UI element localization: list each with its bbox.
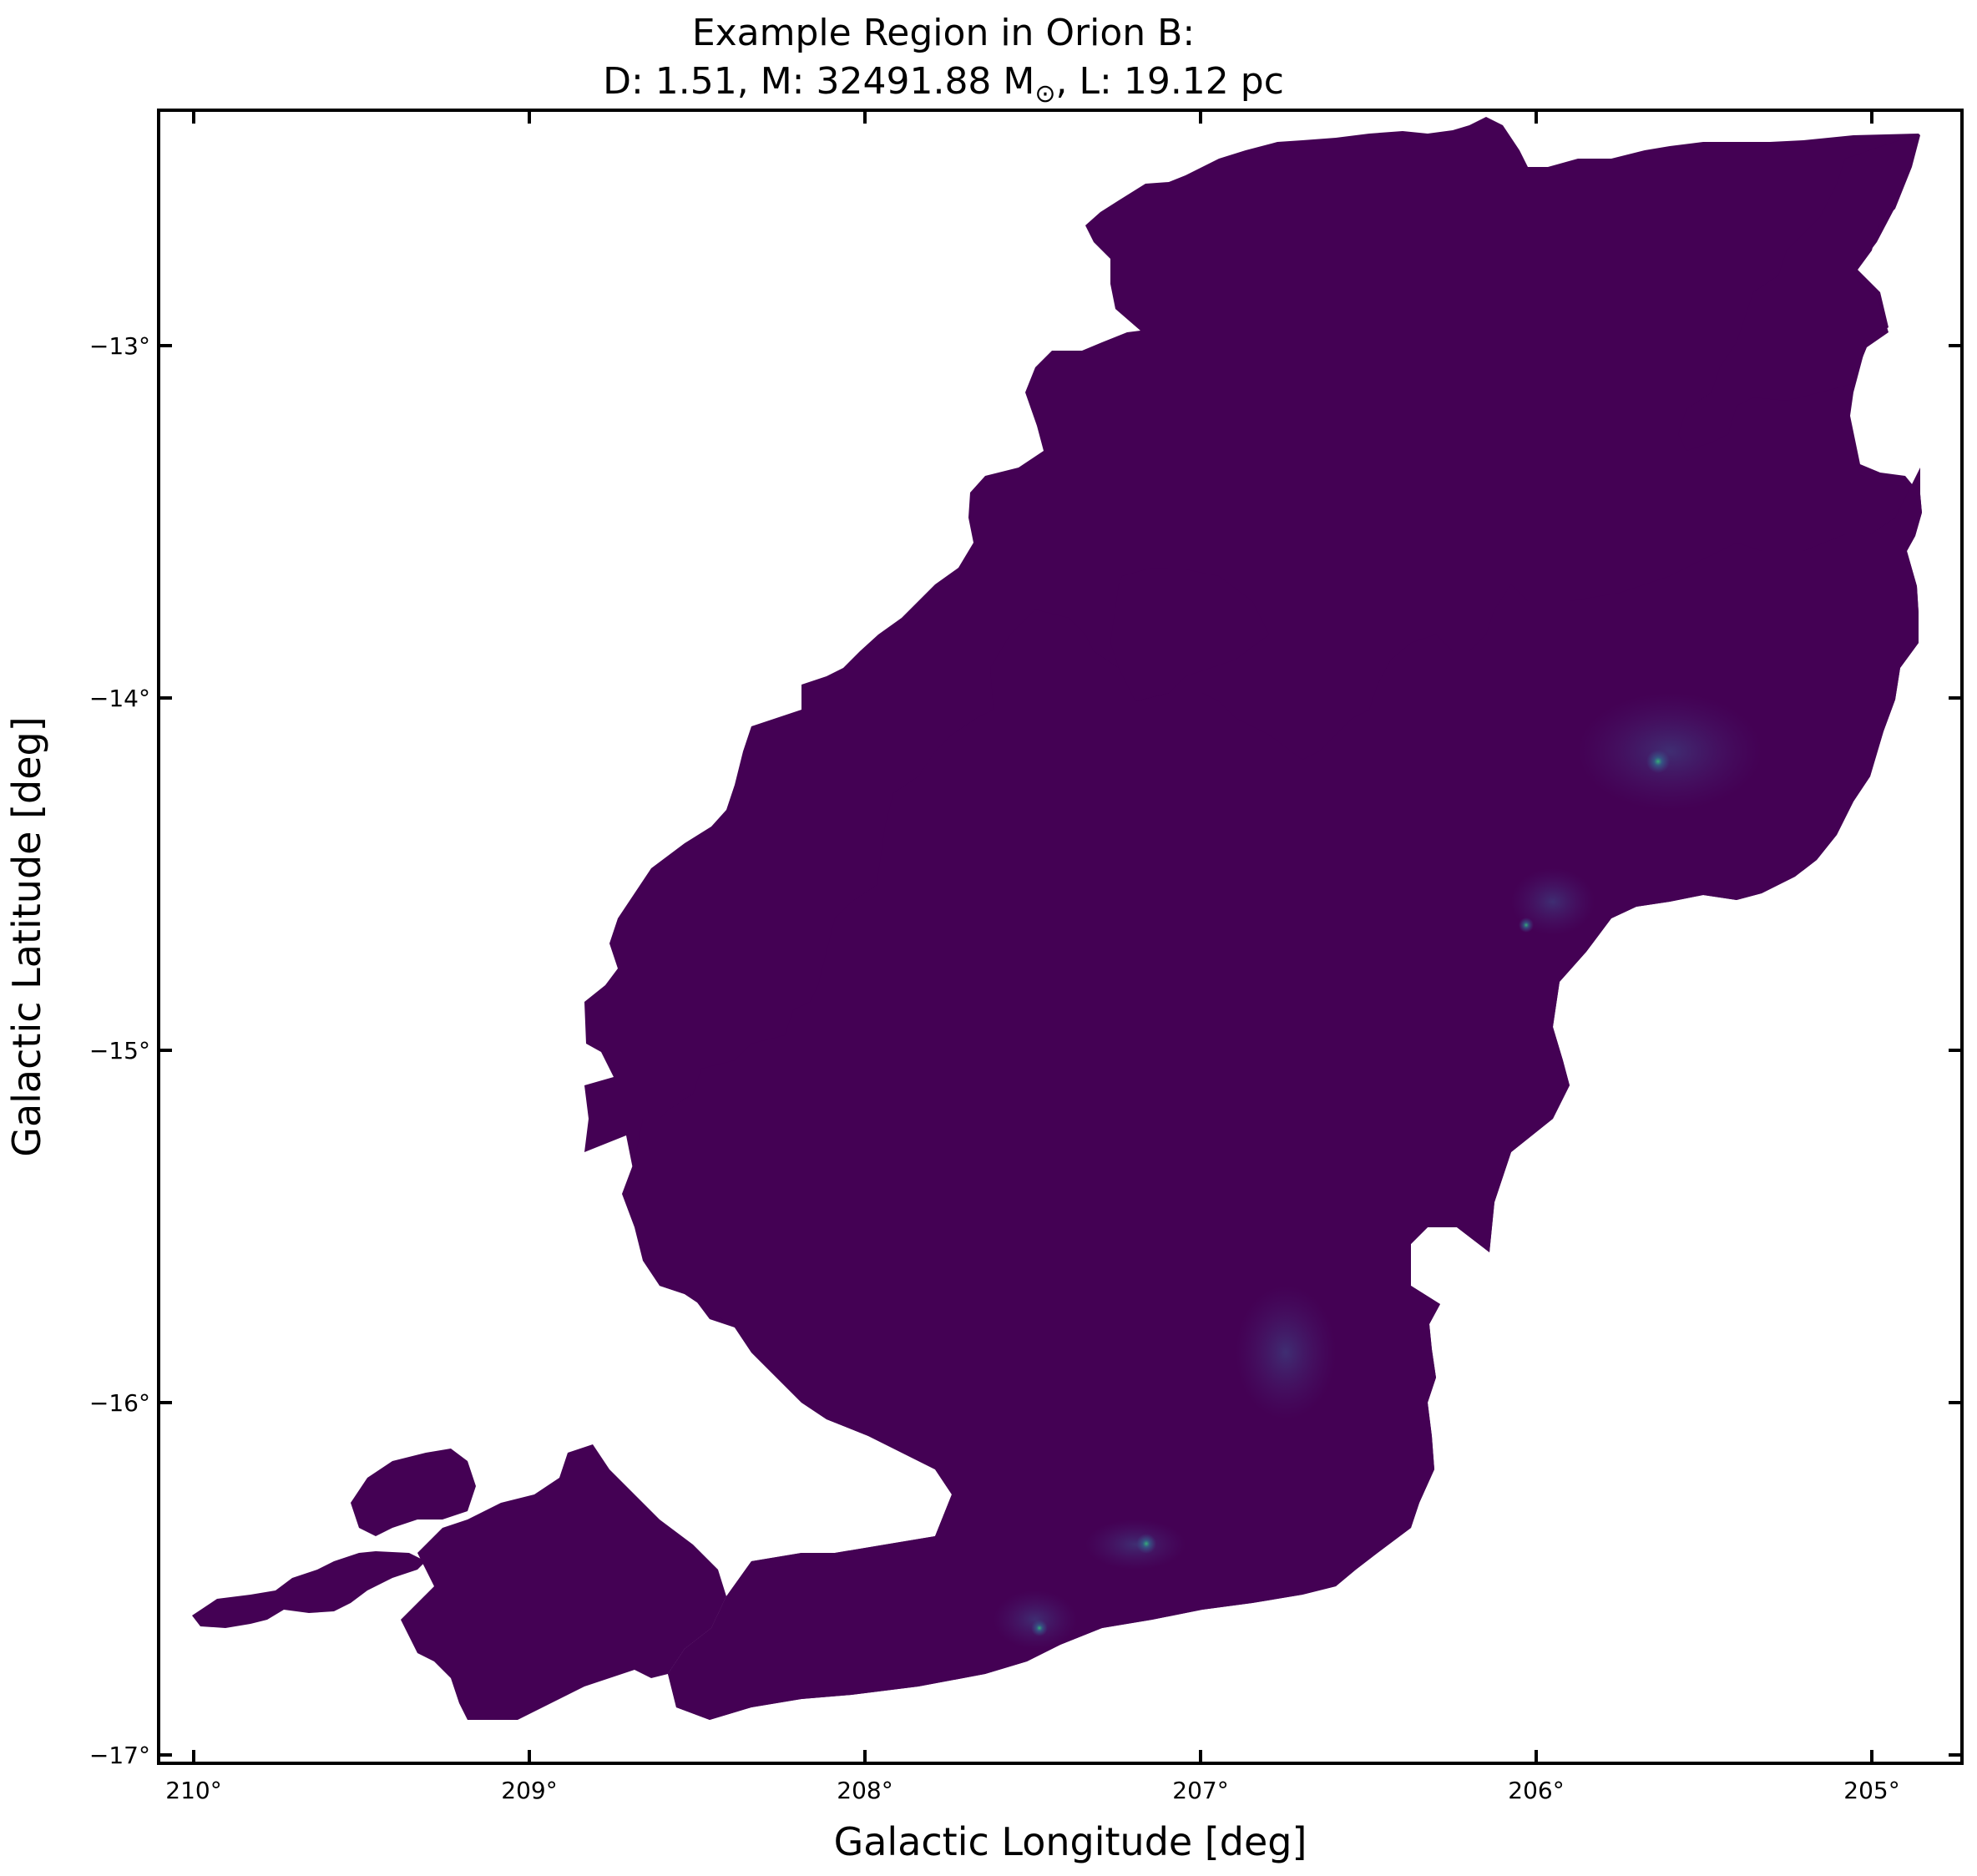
x-axis-label: Galactic Longitude [deg] bbox=[834, 1819, 1307, 1864]
y-axis-label: Galactic Latitude [deg] bbox=[4, 716, 49, 1156]
x-tick-label-3: 207° bbox=[1172, 1777, 1228, 1804]
y-tick-label-3: −16° bbox=[89, 1389, 150, 1417]
y-tick-label-0: −13° bbox=[89, 332, 150, 360]
cloud-top-lobe bbox=[1110, 568, 1269, 701]
cloud-lower-left-filament bbox=[192, 1551, 426, 1628]
title-stats-prefix: D: 1.51, M: 32491.88 M bbox=[603, 60, 1034, 103]
figure-title-line-2: D: 1.51, M: 32491.88 M⊙, L: 19.12 pc bbox=[603, 60, 1284, 109]
map-image bbox=[192, 117, 1922, 1720]
x-axis-ticks: 210° 209° 208° 207° 206° 205° bbox=[165, 110, 1900, 1804]
sun-symbol: ⊙ bbox=[1034, 79, 1055, 109]
emission-glow-southwest bbox=[994, 1590, 1077, 1649]
y-tick-label-4: −17° bbox=[89, 1742, 150, 1769]
x-tick-label-4: 206° bbox=[1508, 1777, 1564, 1804]
bright-knot-southwest bbox=[1031, 1620, 1048, 1636]
emission-glow-mid bbox=[1511, 868, 1595, 935]
emission-glow-center bbox=[1236, 1286, 1336, 1419]
cloud-lower-west-patch bbox=[401, 1444, 726, 1720]
x-tick-label-2: 208° bbox=[837, 1777, 892, 1804]
x-tick-label-1: 209° bbox=[501, 1777, 557, 1804]
plot-frame bbox=[157, 109, 1964, 1765]
y-axis-ticks: −13° −14° −15° −16° −17° bbox=[89, 332, 1962, 1769]
title-stats-suffix: , L: 19.12 pc bbox=[1056, 60, 1284, 103]
figure-title-line-1: Example Region in Orion B: bbox=[692, 12, 1195, 54]
bright-knot-north bbox=[1646, 750, 1670, 773]
bright-knot-mid bbox=[1519, 918, 1534, 933]
bright-knot-south bbox=[1136, 1534, 1156, 1554]
y-tick-label-1: −14° bbox=[89, 685, 150, 712]
emission-glow-south bbox=[1085, 1520, 1186, 1570]
y-tick-label-2: −15° bbox=[89, 1037, 150, 1064]
cloud-left-blob bbox=[351, 1449, 476, 1536]
x-tick-label-5: 205° bbox=[1843, 1777, 1899, 1804]
x-tick-label-0: 210° bbox=[165, 1777, 221, 1804]
cloud-north-extension bbox=[1678, 134, 1920, 451]
emission-glow-north bbox=[1578, 693, 1762, 810]
